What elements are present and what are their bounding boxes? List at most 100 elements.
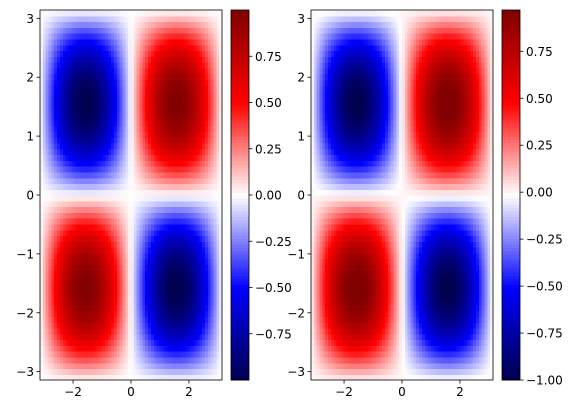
heatmap-cell	[51, 258, 55, 265]
heatmap-cell	[330, 229, 335, 237]
colorbar-segment	[231, 336, 249, 341]
heatmap-cell	[196, 131, 200, 138]
heatmap-cell	[48, 264, 52, 271]
heatmap-cell	[122, 189, 126, 196]
heatmap-cell	[170, 154, 175, 161]
heatmap-cell	[319, 183, 323, 190]
heatmap-cell	[99, 183, 104, 190]
heatmap-cell	[94, 281, 98, 289]
heatmap-cell	[99, 131, 104, 138]
heatmap-cell	[79, 183, 84, 190]
heatmap-cell	[204, 212, 209, 219]
heatmap-cell	[136, 142, 141, 150]
heatmap-cell	[79, 374, 84, 381]
heatmap-cell	[311, 131, 315, 138]
heatmap-cell	[139, 368, 143, 375]
heatmap-cell	[102, 327, 106, 335]
heatmap-cell	[131, 79, 135, 86]
heatmap-cell	[316, 33, 321, 40]
heatmap-cell	[133, 235, 138, 242]
heatmap-cell	[85, 368, 89, 375]
heatmap-cell	[210, 195, 215, 202]
heatmap-cell	[153, 183, 158, 190]
heatmap-cell	[74, 102, 78, 109]
heatmap-cell	[54, 183, 58, 190]
heatmap-cell	[150, 114, 155, 121]
heatmap-cell	[196, 27, 200, 34]
heatmap-cell	[71, 258, 75, 265]
heatmap-cell	[108, 189, 112, 196]
heatmap-cell	[336, 189, 341, 196]
colorbar-gradient	[231, 10, 249, 381]
heatmap-cell	[133, 44, 138, 52]
heatmap-cell	[51, 362, 55, 370]
heatmap-cell	[62, 96, 67, 104]
heatmap-cell	[102, 56, 106, 63]
heatmap-cell	[333, 73, 338, 80]
heatmap-cell	[51, 241, 55, 248]
heatmap-cell	[210, 137, 215, 144]
heatmap-cell	[162, 293, 166, 300]
heatmap-cell	[342, 264, 346, 271]
heatmap-cell	[54, 171, 58, 179]
heatmap-cell	[311, 44, 315, 52]
heatmap-cell	[216, 241, 220, 248]
heatmap-cell	[196, 235, 200, 242]
heatmap-cell	[59, 212, 64, 219]
heatmap-cell	[105, 125, 109, 133]
heatmap-cell	[68, 195, 72, 202]
heatmap-cell	[94, 160, 98, 167]
heatmap-cell	[333, 183, 338, 190]
heatmap-cell	[65, 27, 70, 34]
heatmap-cell	[187, 79, 192, 86]
heatmap-cell	[156, 339, 161, 346]
heatmap-cell	[216, 252, 220, 260]
heatmap-cell	[328, 119, 332, 127]
heatmap-cell	[113, 166, 118, 173]
heatmap-cell	[210, 10, 215, 17]
heatmap-cell	[40, 119, 44, 127]
heatmap-cell	[85, 108, 89, 115]
heatmap-cell	[339, 21, 343, 28]
heatmap-cell	[190, 200, 195, 208]
heatmap-cell	[142, 200, 146, 208]
heatmap-cell	[54, 287, 58, 294]
heatmap-cell	[59, 247, 64, 254]
heatmap-cell	[45, 293, 50, 300]
heatmap-cell	[336, 183, 341, 190]
heatmap-cell	[153, 345, 158, 352]
heatmap-cell	[170, 310, 175, 318]
heatmap-cell	[88, 67, 92, 75]
heatmap-cell	[165, 102, 169, 109]
colorbar-segment	[231, 318, 249, 323]
heatmap-cell	[336, 293, 341, 300]
heatmap-cell	[71, 114, 75, 121]
heatmap-cell	[51, 102, 55, 109]
heatmap-cell	[313, 374, 318, 381]
heatmap-cell	[119, 85, 124, 92]
heatmap-cell	[167, 287, 172, 294]
heatmap-cell	[65, 33, 70, 40]
heatmap-cell	[316, 56, 321, 63]
heatmap-cell	[57, 258, 61, 265]
heatmap-cell	[54, 119, 58, 127]
heatmap-cell	[311, 96, 315, 104]
heatmap-cell	[59, 119, 64, 127]
heatmap-cell	[82, 200, 87, 208]
heatmap-cell	[333, 229, 338, 237]
heatmap-cell	[111, 218, 115, 225]
heatmap-cell	[51, 33, 55, 40]
heatmap-cell	[57, 154, 61, 161]
heatmap-cell	[207, 44, 212, 52]
heatmap-cell	[173, 148, 178, 156]
heatmap-cell	[210, 327, 215, 335]
heatmap-cell	[185, 316, 189, 323]
heatmap-cell	[119, 189, 124, 196]
heatmap-cell	[116, 171, 121, 179]
heatmap-cell	[193, 50, 197, 57]
heatmap-cell	[170, 218, 175, 225]
heatmap-cell	[51, 166, 55, 173]
heatmap-cell	[219, 206, 223, 213]
heatmap-cell	[196, 189, 200, 196]
heatmap-cell	[204, 293, 209, 300]
